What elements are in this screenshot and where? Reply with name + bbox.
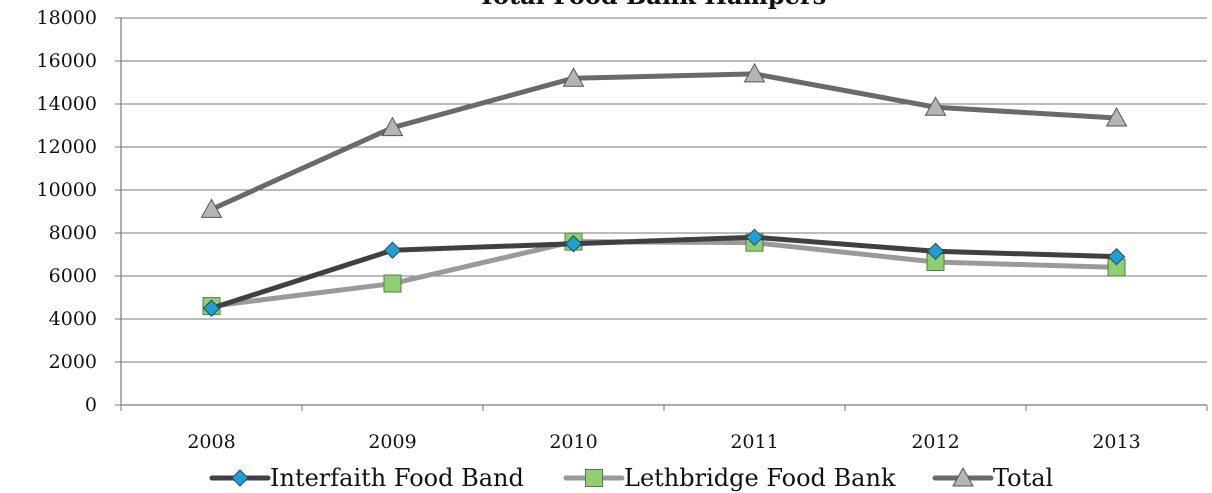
series-line-total <box>209 71 1119 212</box>
legend-marker <box>952 466 974 487</box>
x-axis-tick-labels: 2008 2009 2010 2011 2012 2013 <box>187 431 1140 453</box>
legend-item-interfaith-food-band: Interfaith Food Band <box>209 464 524 492</box>
axes <box>115 17 1208 411</box>
data-point-interfaith-food-band-2013 <box>1107 247 1126 266</box>
data-point-total-2009 <box>381 116 404 137</box>
series-line-interfaith-food-band <box>209 234 1119 311</box>
legend-marker <box>231 469 249 487</box>
y-tick-label: 8000 <box>49 222 97 244</box>
x-tick-label: 2013 <box>1092 431 1140 453</box>
y-tick-label: 12000 <box>37 136 97 158</box>
legend-label: Total <box>993 464 1053 492</box>
data-point-lethbridge-food-bank-2009 <box>383 274 402 293</box>
y-axis-tick-labels: 0 2000 4000 6000 8000 10000 12000 14000 16000 180… <box>37 7 97 416</box>
y-tick-label: 18000 <box>37 7 97 29</box>
series-total <box>200 62 1128 218</box>
y-tick-label: 4000 <box>49 308 97 330</box>
x-tick-label: 2008 <box>187 431 235 453</box>
data-point-total-2012 <box>924 96 947 116</box>
x-tick-label: 2011 <box>730 431 778 453</box>
y-tick-label: 2000 <box>49 351 97 373</box>
legend: Interfaith Food Band Lethbridge Food Bank… <box>209 464 1053 492</box>
data-point-total-2013 <box>1105 106 1128 127</box>
y-tick-label: 14000 <box>37 93 97 115</box>
y-tick-label: 16000 <box>37 50 97 72</box>
data-point-interfaith-food-band-2011 <box>745 228 764 247</box>
data-point-interfaith-food-band-2010 <box>564 235 583 253</box>
series-lethbridge-food-bank <box>202 232 1126 316</box>
series-lines <box>200 62 1128 317</box>
data-point-interfaith-food-band-2012 <box>926 242 945 260</box>
gridlines <box>121 17 1207 363</box>
x-tick-label: 2012 <box>911 431 959 453</box>
series-interfaith-food-band <box>202 228 1126 317</box>
y-tick-label: 0 <box>85 394 97 416</box>
x-tick-label: 2009 <box>368 431 416 453</box>
chart-title: Total Food Bank Hampers <box>478 0 826 10</box>
data-point-interfaith-food-band-2008 <box>202 299 221 317</box>
legend-marker <box>585 469 603 487</box>
data-point-total-2010 <box>562 67 585 87</box>
y-tick-label: 10000 <box>37 179 97 201</box>
data-point-total-2008 <box>200 198 223 218</box>
data-point-interfaith-food-band-2009 <box>383 241 402 259</box>
legend-item-lethbridge-food-bank: Lethbridge Food Bank <box>563 464 896 492</box>
data-point-total-2011 <box>743 62 766 83</box>
legend-label: Interfaith Food Band <box>270 464 524 492</box>
legend-label: Lethbridge Food Bank <box>624 464 896 492</box>
x-tick-label: 2010 <box>549 431 597 453</box>
legend-item-total: Total <box>932 464 1053 492</box>
y-tick-label: 6000 <box>49 265 97 287</box>
